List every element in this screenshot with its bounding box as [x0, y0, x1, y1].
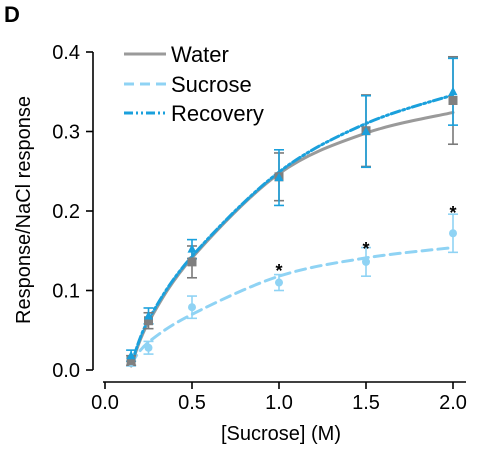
y-axis-title: Response/NaCl response [13, 96, 35, 324]
water-point [144, 316, 153, 326]
sucrose-point [275, 278, 283, 287]
y-ticks: 0.0 0.1 0.2 0.3 0.4 [52, 42, 93, 382]
x-ticks: 0.0 0.5 1.0 1.5 2.0 [91, 382, 467, 414]
recovery-legend-label: Recovery [171, 101, 264, 126]
sucrose-point [144, 343, 153, 352]
sucrose-legend-label: Sucrose [171, 72, 252, 97]
y-tick-label: 0.1 [52, 281, 80, 303]
water-point [187, 257, 197, 267]
x-tick-label: 2.0 [439, 392, 467, 414]
data-markers [126, 86, 458, 367]
significance-star: * [275, 261, 282, 281]
water-fit-line [129, 110, 455, 368]
y-tick-label: 0.3 [52, 122, 80, 144]
recovery-point [144, 310, 153, 320]
recovery-point [448, 86, 458, 96]
water-legend-label: Water [171, 42, 229, 67]
sucrose-point [449, 229, 457, 238]
x-tick-label: 0.5 [178, 392, 206, 414]
sucrose-point [362, 257, 370, 266]
fit-curves [129, 93, 455, 368]
x-axis-title: [Sucrose] (M) [221, 423, 341, 445]
water-point [448, 95, 458, 105]
y-tick-label: 0.2 [52, 201, 80, 223]
water-point [126, 355, 136, 365]
sucrose-point [188, 303, 196, 312]
significance-markers: * * * [275, 203, 456, 281]
recovery-point [274, 172, 284, 182]
panel-label: D [4, 2, 20, 27]
recovery-point [187, 244, 197, 253]
significance-star: * [449, 203, 456, 223]
recovery-point [361, 126, 371, 135]
recovery-point [126, 350, 136, 360]
significance-star: * [362, 239, 369, 259]
y-tick-label: 0.4 [52, 42, 80, 64]
sucrose-fit-line [129, 246, 455, 366]
x-tick-label: 0.0 [91, 392, 119, 414]
x-tick-label: 1.0 [265, 392, 293, 414]
x-tick-label: 1.5 [352, 392, 380, 414]
legend: Water Sucrose Recovery [124, 42, 264, 126]
y-tick-label: 0.0 [52, 360, 80, 382]
axes [92, 52, 466, 383]
recovery-fit-line [129, 93, 455, 367]
